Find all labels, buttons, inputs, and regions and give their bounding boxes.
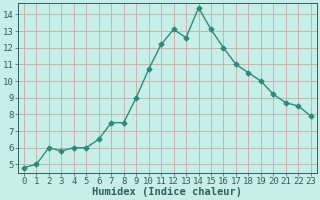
X-axis label: Humidex (Indice chaleur): Humidex (Indice chaleur) [92, 187, 242, 197]
